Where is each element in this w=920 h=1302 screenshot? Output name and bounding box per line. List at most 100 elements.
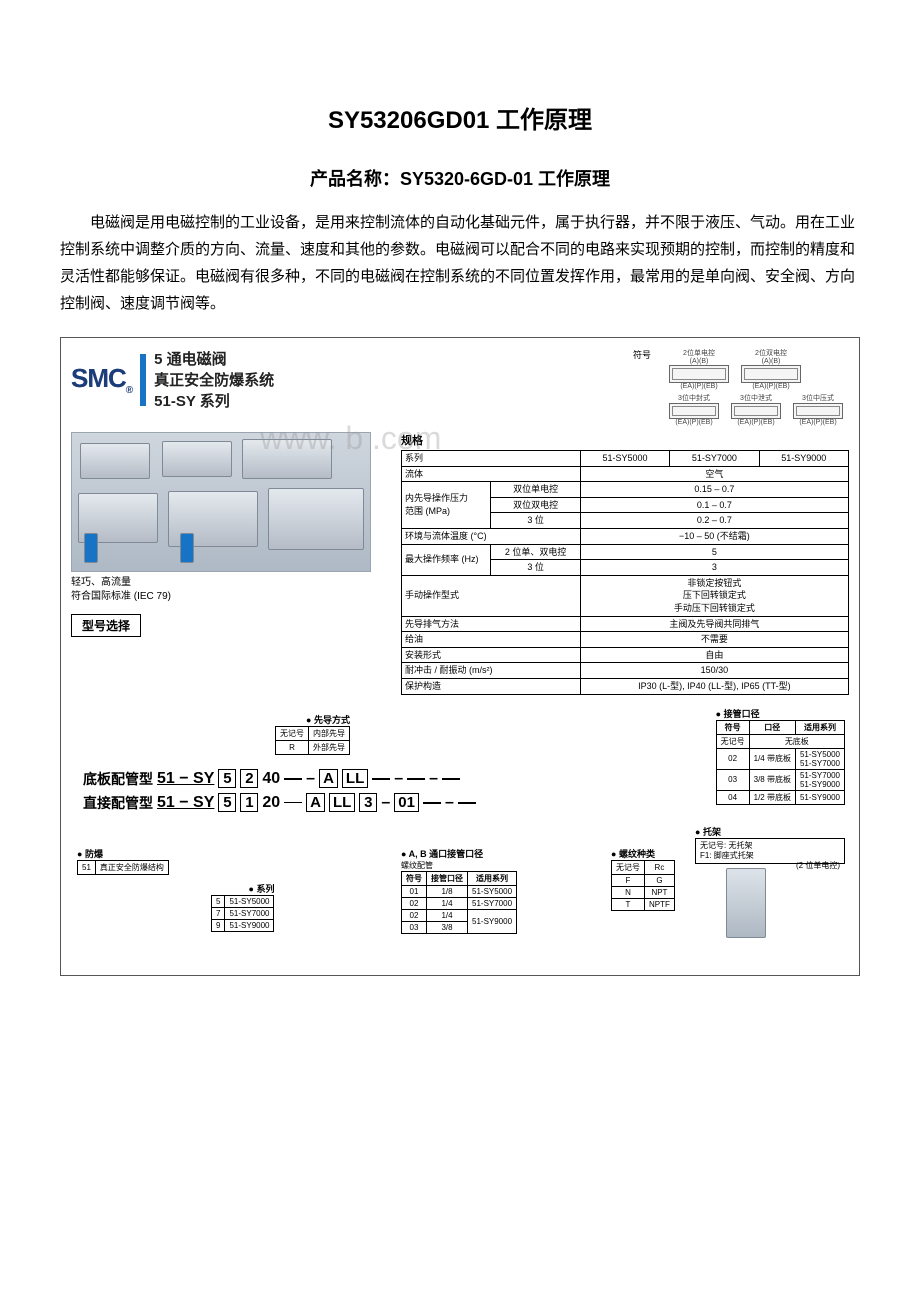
port-table: 符号口径适用系列 无记号无底板 021/4 带底板51-SY500051-SY7…	[716, 720, 845, 805]
port-r1c0: 02	[716, 748, 749, 769]
spec-v-manual: 非锁定按钮式压下回转锁定式手动压下回转锁定式	[580, 575, 848, 616]
explosion-heading: 防爆	[77, 847, 169, 860]
sym-2pos-single-label: 2位单电控	[683, 348, 715, 358]
smc-logo: SMC®	[71, 363, 132, 396]
port-r0c1: 无底板	[749, 734, 844, 748]
thread-heading: 螺纹种类	[611, 847, 675, 860]
th-c20: N	[612, 886, 645, 898]
spec-freq-v2: 3	[580, 560, 848, 576]
sym-2pos-double-label: 2位双电控	[755, 348, 787, 358]
pilot-c3: 外部先导	[309, 740, 350, 754]
page-subtitle: 产品名称：SY5320-6GD-01 工作原理	[60, 165, 860, 191]
rowA-label: 底板配管型	[83, 769, 153, 789]
th-c00: 无记号	[612, 860, 645, 874]
rowA-b7	[407, 778, 425, 780]
th-c31: NPTF	[645, 898, 675, 910]
port-h2: 适用系列	[795, 720, 844, 734]
th-c11: G	[645, 874, 675, 886]
ab-r2c0: 02	[402, 909, 427, 921]
rowA-b8	[442, 778, 460, 780]
spec-col-1: 51-SY5000	[580, 451, 669, 467]
ser-c01: 51-SY5000	[225, 895, 274, 907]
sym-3pos-pressure-icon	[793, 403, 843, 419]
port-h0: 符号	[716, 720, 749, 734]
ab-r2c1: 1/4	[427, 909, 468, 921]
spec-r-mount: 安装形式	[402, 647, 581, 663]
ab-r3c1: 3/8	[427, 921, 468, 933]
ab-r1c1: 1/4	[427, 897, 468, 909]
sym-ports-bottom2: (EA)(P)(EB)	[752, 383, 789, 390]
ser-c20: 9	[212, 919, 225, 931]
rowA-b2: 2	[240, 769, 258, 788]
rowA-b3	[284, 778, 302, 780]
exp-c0: 51	[78, 860, 96, 874]
bracket-illustration	[726, 868, 766, 938]
sym-ports-top2: (A)(B)	[762, 358, 781, 365]
photo-caption-1: 轻巧、高流量	[71, 577, 131, 588]
sym-ports-3c: (EA)(P)(EB)	[799, 419, 836, 426]
brand-line2: 真正安全防爆系统	[154, 369, 274, 390]
rowA-b6	[372, 778, 390, 780]
rowB-b5: LL	[329, 793, 355, 812]
ab-table: 符号接管口径适用系列 011/851-SY5000 021/451-SY7000…	[401, 871, 517, 934]
symbol-schematics: 符号 2位单电控 (A)(B) (EA)(P)(EB) 2位双电控 (A)(B)…	[401, 348, 849, 426]
blue-divider	[140, 354, 146, 406]
spec-v-mount: 自由	[580, 647, 848, 663]
th-c01: Rc	[645, 860, 675, 874]
spec-v-ip: IP30 (L-型), IP40 (LL-型), IP65 (TT-型)	[580, 678, 848, 694]
rowA-b5: LL	[342, 769, 368, 788]
spec-r-press: 内先导操作压力范围 (MPa)	[402, 482, 491, 529]
rowB-b4: A	[306, 793, 325, 812]
rowA-b1: 5	[218, 769, 236, 788]
th-c21: NPT	[645, 886, 675, 898]
ab-r2c2: 51-SY9000	[468, 909, 517, 933]
spec-r-freq: 最大操作频率 (Hz)	[402, 544, 491, 575]
spec-col-2: 51-SY7000	[670, 451, 759, 467]
spec-heading: 规格	[401, 432, 849, 448]
ab-r0c0: 01	[402, 885, 427, 897]
sym-ports-bottom: (EA)(P)(EB)	[680, 383, 717, 390]
product-photo	[71, 432, 371, 572]
spec-freq-s2: 3 位	[491, 560, 580, 576]
spec-r-temp: 环境与流体温度 (°C)	[402, 528, 581, 544]
ab-r1c0: 02	[402, 897, 427, 909]
sym-ports-3a: (EA)(P)(EB)	[675, 419, 712, 426]
port-r1c1: 1/4 带底板	[749, 748, 795, 769]
port-r3c2: 51-SY9000	[795, 790, 844, 804]
sym-ports-top: (A)(B)	[690, 358, 709, 365]
sym-3pos-closed-label: 3位中封式	[678, 393, 710, 403]
spec-press-s1: 双位单电控	[491, 482, 580, 498]
catalog-figure: SMC® 5 通电磁阀 真正安全防爆系统 51-SY 系列 符号 2位单电控 (…	[60, 337, 860, 976]
rowB-b9	[458, 802, 476, 804]
ordering-diagram: 先导方式 无记号内部先导 R外部先导 接管口径 符号口径适用系列 无记号无底板 …	[71, 707, 849, 967]
ab-h0: 符号	[402, 871, 427, 885]
port-r0c0: 无记号	[716, 734, 749, 748]
pilot-heading: 先导方式	[275, 713, 350, 726]
port-r2c1: 3/8 带底板	[749, 769, 795, 790]
port-r1c2: 51-SY500051-SY7000	[795, 748, 844, 769]
spec-v-lube: 不需要	[580, 632, 848, 648]
ser-c21: 51-SY9000	[225, 919, 274, 931]
spec-col-series: 系列	[402, 451, 581, 467]
rowB-b8	[423, 802, 441, 804]
spec-v-temp: −10 – 50 (不结霜)	[580, 528, 848, 544]
symbol-heading: 符号	[633, 348, 651, 361]
ab-r0c2: 51-SY5000	[468, 885, 517, 897]
spec-r-ip: 保护构造	[402, 678, 581, 694]
rowB-label: 直接配管型	[83, 793, 153, 813]
spec-press-v2: 0.1 – 0.7	[580, 497, 848, 513]
brand-line3: 51-SY 系列	[154, 390, 274, 411]
port-r2c0: 03	[716, 769, 749, 790]
spec-v-pilot: 主阀及先导阀共同排气	[580, 616, 848, 632]
explosion-table: 51真正安全防爆结构	[77, 860, 169, 875]
ab-sub: 螺纹配管	[401, 860, 517, 871]
port-heading: 接管口径	[716, 707, 845, 720]
spec-col-3: 51-SY9000	[759, 451, 848, 467]
sym-3pos-closed-icon	[669, 403, 719, 419]
bracket-heading: 托架	[695, 825, 845, 838]
sym-2pos-double-icon	[741, 365, 801, 383]
photo-caption-2: 符合国际标准 (IEC 79)	[71, 591, 171, 602]
sym-ports-3b: (EA)(P)(EB)	[737, 419, 774, 426]
spec-press-s2: 双位双电控	[491, 497, 580, 513]
page-title: SY53206GD01 工作原理	[60, 100, 860, 135]
